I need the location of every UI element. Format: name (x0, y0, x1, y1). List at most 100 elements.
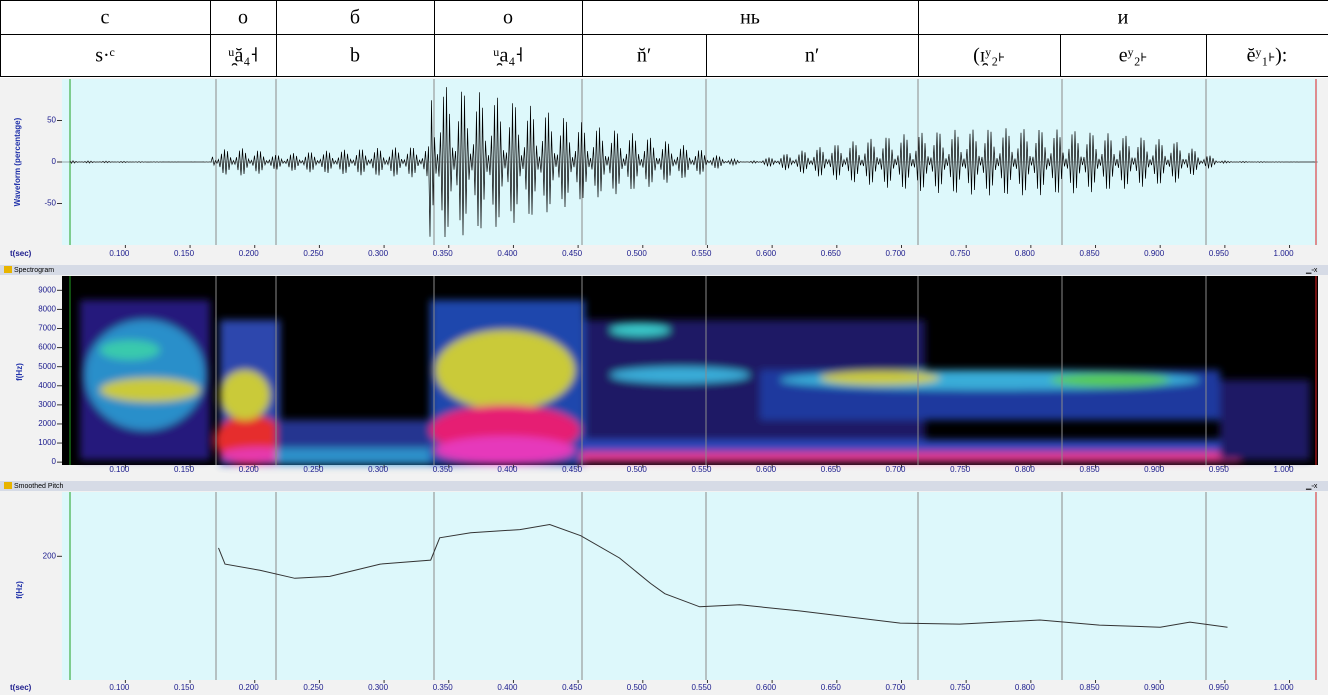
title-bar (0, 481, 1328, 491)
y-axis-label: f(Hz) (15, 581, 24, 599)
x-tick-label: 0.950 (1209, 465, 1230, 474)
x-tick-label: 0.850 (1080, 249, 1101, 258)
x-tick-label: 0.100 (109, 465, 130, 474)
x-tick-label: 0.350 (433, 683, 454, 692)
x-axis-label: t(sec) (10, 683, 32, 692)
x-tick-label: 0.100 (109, 683, 130, 692)
x-tick-label: 0.200 (239, 465, 260, 474)
x-tick-label: 0.200 (239, 683, 260, 692)
x-tick-label: 0.700 (885, 465, 906, 474)
y-tick-label: 9000 (38, 285, 56, 294)
x-tick-label: 0.450 (562, 683, 583, 692)
x-tick-label: 0.350 (433, 249, 454, 258)
window-buttons[interactable]: ▁▫x (1305, 483, 1318, 490)
cell-text: (ɪ̯ʸ₂˫ (973, 45, 1005, 67)
y-tick-label: 0 (52, 457, 57, 466)
cell-text: n′ (805, 45, 819, 67)
panel-icon (4, 482, 12, 489)
cell-text: нь (740, 7, 760, 29)
y-tick-label: 5000 (38, 362, 56, 371)
cell-text: о (503, 7, 513, 29)
x-tick-label: 0.800 (1015, 249, 1036, 258)
x-tick-label: 0.900 (1144, 465, 1165, 474)
x-tick-label: 1.000 (1274, 249, 1295, 258)
analyzer-figure: ▁▫x ▁▫x Spectrogram Smoothed Pitch Wavef… (0, 0, 1328, 695)
x-tick-label: 0.450 (562, 465, 583, 474)
x-tick-label: 0.700 (885, 249, 906, 258)
x-tick-label: 0.650 (821, 465, 842, 474)
y-tick-label: 1000 (38, 438, 56, 447)
x-tick-label: 0.750 (950, 249, 971, 258)
y-tick-label: 6000 (38, 343, 56, 352)
x-tick-label: 0.750 (950, 683, 971, 692)
y-axis-label: Waveform (percentage) (13, 117, 22, 206)
x-tick-label: 0.800 (1015, 465, 1036, 474)
cell-text: ĕʸ₁˫): (1247, 45, 1288, 67)
cell-text: ᵘ̯a₄˧ (493, 45, 523, 67)
x-tick-label: 0.550 (691, 683, 712, 692)
x-tick-label: 0.600 (756, 249, 777, 258)
y-tick-label: 0 (52, 157, 57, 166)
x-tick-label: 0.650 (821, 683, 842, 692)
x-tick-label: 0.500 (627, 249, 648, 258)
x-tick-label: 0.350 (433, 465, 454, 474)
y-tick-label: 2000 (38, 419, 56, 428)
cell-text: и (1118, 7, 1129, 29)
x-tick-label: 0.850 (1080, 683, 1101, 692)
y-tick-label: 3000 (38, 400, 56, 409)
x-tick-label: 1.000 (1274, 465, 1295, 474)
x-tick-label: 0.300 (368, 249, 389, 258)
x-tick-label: 0.850 (1080, 465, 1101, 474)
panel-icon (4, 266, 12, 273)
x-tick-label: 0.250 (303, 683, 324, 692)
x-tick-label: 0.400 (497, 249, 518, 258)
cell-text: n̆′ (637, 45, 651, 67)
x-tick-label: 0.900 (1144, 683, 1165, 692)
y-tick-label: 200 (43, 551, 57, 560)
x-tick-label: 0.300 (368, 683, 389, 692)
x-tick-label: 0.300 (368, 465, 389, 474)
x-axis-label: t(sec) (10, 249, 32, 258)
panel-title: Spectrogram (14, 267, 54, 274)
x-tick-label: 0.400 (497, 465, 518, 474)
x-tick-label: 0.600 (756, 465, 777, 474)
cell-text: s·ᶜ (95, 45, 115, 67)
x-tick-label: 0.250 (303, 249, 324, 258)
x-tick-label: 0.500 (627, 683, 648, 692)
x-tick-label: 0.950 (1209, 249, 1230, 258)
y-tick-label: -50 (44, 199, 56, 208)
x-tick-label: 0.550 (691, 249, 712, 258)
y-tick-label: 4000 (38, 381, 56, 390)
x-tick-label: 0.150 (174, 249, 195, 258)
x-tick-label: 0.150 (174, 683, 195, 692)
x-tick-label: 0.550 (691, 465, 712, 474)
x-tick-label: 0.400 (497, 683, 518, 692)
cell-text: с (101, 7, 110, 29)
y-tick-label: 8000 (38, 305, 56, 314)
cell-text: о (238, 7, 248, 29)
x-tick-label: 0.950 (1209, 683, 1230, 692)
pitch-plot (62, 492, 1318, 680)
x-tick-label: 0.800 (1015, 683, 1036, 692)
title-bar (0, 265, 1328, 275)
x-tick-label: 0.650 (821, 249, 842, 258)
x-tick-label: 0.500 (627, 465, 648, 474)
x-tick-label: 0.250 (303, 465, 324, 474)
panel-title: Smoothed Pitch (14, 483, 64, 490)
cell-text: ᵘ̯ă₄˧ (228, 45, 258, 67)
cell-text: b (350, 45, 360, 67)
x-tick-label: 0.100 (109, 249, 130, 258)
y-tick-label: 50 (47, 116, 56, 125)
x-tick-label: 0.200 (239, 249, 260, 258)
cell-text: eʸ₂˫ (1119, 45, 1147, 67)
x-tick-label: 0.750 (950, 465, 971, 474)
x-tick-label: 0.150 (174, 465, 195, 474)
x-tick-label: 0.900 (1144, 249, 1165, 258)
window-buttons[interactable]: ▁▫x (1305, 267, 1318, 274)
x-tick-label: 1.000 (1274, 683, 1295, 692)
y-axis-label: f(Hz) (15, 363, 24, 381)
y-tick-label: 7000 (38, 324, 56, 333)
x-tick-label: 0.600 (756, 683, 777, 692)
x-tick-label: 0.450 (562, 249, 583, 258)
x-tick-label: 0.700 (885, 683, 906, 692)
